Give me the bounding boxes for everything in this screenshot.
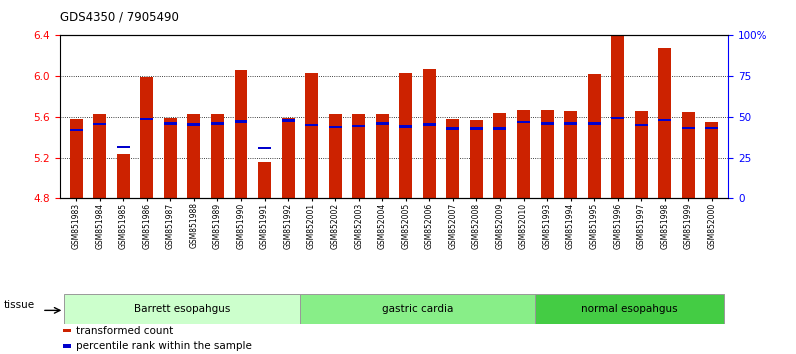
- Bar: [164, 122, 177, 125]
- Text: transformed count: transformed count: [76, 326, 174, 336]
- Bar: [587, 122, 601, 125]
- Bar: [63, 344, 72, 348]
- Bar: [352, 125, 365, 127]
- Bar: [258, 147, 271, 149]
- Bar: [611, 117, 624, 119]
- Bar: [117, 154, 130, 198]
- Text: percentile rank within the sample: percentile rank within the sample: [76, 341, 252, 351]
- Bar: [376, 114, 388, 198]
- Bar: [540, 122, 553, 125]
- Bar: [423, 123, 436, 126]
- Bar: [282, 119, 295, 121]
- Bar: [447, 119, 459, 198]
- Bar: [211, 122, 224, 125]
- Bar: [235, 70, 248, 198]
- Bar: [300, 294, 535, 324]
- Bar: [258, 162, 271, 198]
- Bar: [587, 74, 601, 198]
- Bar: [211, 114, 224, 198]
- Bar: [64, 294, 300, 324]
- Bar: [494, 113, 506, 198]
- Bar: [658, 47, 671, 198]
- Bar: [164, 118, 177, 198]
- Bar: [705, 127, 718, 129]
- Bar: [540, 110, 553, 198]
- Bar: [93, 123, 106, 125]
- Bar: [305, 124, 318, 126]
- Bar: [70, 119, 83, 198]
- Text: gastric cardia: gastric cardia: [382, 304, 453, 314]
- Text: Barrett esopahgus: Barrett esopahgus: [134, 304, 230, 314]
- Text: GDS4350 / 7905490: GDS4350 / 7905490: [60, 11, 178, 24]
- Bar: [564, 111, 577, 198]
- Bar: [634, 111, 648, 198]
- Bar: [235, 120, 248, 122]
- Bar: [117, 146, 130, 148]
- Bar: [564, 122, 577, 125]
- Bar: [517, 121, 530, 123]
- Bar: [282, 118, 295, 198]
- Bar: [682, 127, 695, 129]
- Bar: [187, 114, 201, 198]
- Bar: [423, 69, 436, 198]
- Bar: [187, 123, 201, 126]
- Bar: [535, 294, 724, 324]
- Bar: [329, 114, 341, 198]
- Bar: [352, 114, 365, 198]
- Bar: [400, 125, 412, 127]
- Bar: [682, 112, 695, 198]
- Bar: [329, 126, 341, 128]
- Bar: [70, 129, 83, 131]
- Bar: [705, 122, 718, 198]
- Bar: [517, 110, 530, 198]
- Bar: [305, 73, 318, 198]
- Bar: [447, 127, 459, 130]
- Bar: [494, 127, 506, 130]
- Bar: [376, 122, 388, 125]
- Bar: [63, 329, 72, 332]
- Bar: [140, 76, 154, 198]
- Bar: [470, 120, 483, 198]
- Text: tissue: tissue: [4, 300, 35, 310]
- Bar: [658, 119, 671, 121]
- Bar: [400, 73, 412, 198]
- Bar: [93, 114, 106, 198]
- Bar: [634, 124, 648, 126]
- Bar: [470, 127, 483, 130]
- Text: normal esopahgus: normal esopahgus: [581, 304, 677, 314]
- Bar: [140, 118, 154, 120]
- Bar: [611, 35, 624, 198]
